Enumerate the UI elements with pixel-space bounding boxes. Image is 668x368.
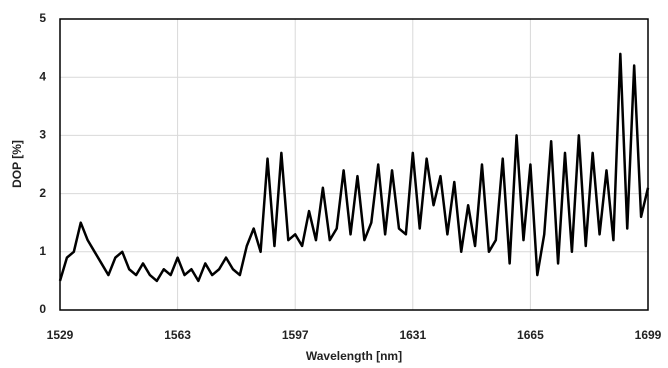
y-tick-label: 0 [39, 302, 46, 316]
x-tick-label: 1631 [399, 328, 426, 342]
x-tick-label: 1699 [635, 328, 662, 342]
data-line [58, 52, 650, 283]
y-tick-label: 3 [39, 128, 46, 142]
y-tick-label: 5 [39, 11, 46, 25]
x-tick-label: 1529 [47, 328, 74, 342]
plot-frame [59, 18, 649, 311]
x-tick-label: 1597 [282, 328, 309, 342]
y-tick-label: 1 [39, 244, 46, 258]
y-tick-label: 4 [39, 69, 46, 83]
y-axis-title: DOP [%] [10, 140, 24, 188]
y-tick-label: 2 [39, 186, 46, 200]
x-tick-label: 1665 [517, 328, 544, 342]
x-tick-label: 1563 [164, 328, 191, 342]
x-axis-title: Wavelength [nm] [306, 349, 402, 363]
